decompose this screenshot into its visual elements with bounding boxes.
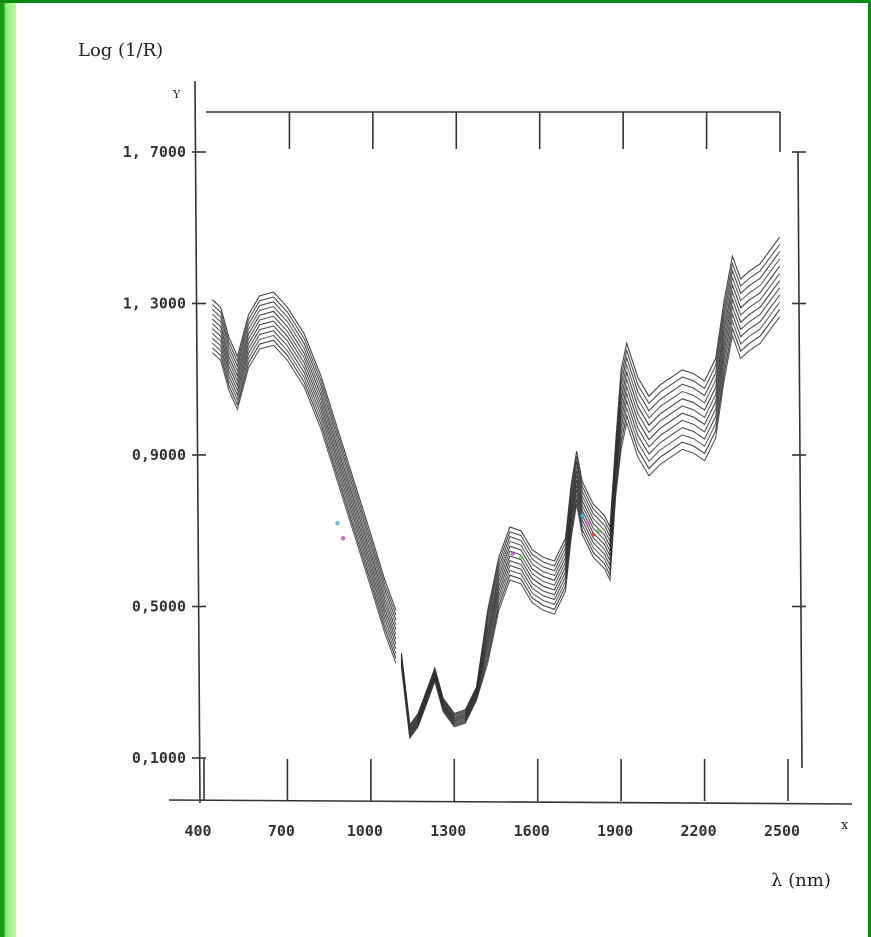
y-tick-label: 0,9000 [132,446,186,464]
spectrum-line [211,339,397,659]
ink-speck [510,551,515,556]
spectrum-line [211,334,397,654]
y-ticks: 0,1000 0,5000 0,9000 1, 3000 1, 7000 [123,143,806,767]
spectrum-line [400,258,781,730]
ink-speck [580,513,585,518]
ink-speck [518,555,524,560]
x-tick-label: 700 [268,822,295,840]
spectrum-line [211,330,397,650]
spectrum-line [211,296,397,616]
spectrum-line [400,251,781,729]
axes [168,80,853,805]
x-tick-label: 2500 [764,822,800,840]
spectrum-line [400,273,781,733]
y-axis-line [194,80,201,804]
x-ticks: 400 700 1000 1300 1600 1900 2200 2500 [184,112,800,840]
x-tick-label: 1000 [347,822,383,840]
ink-speck [340,536,346,541]
spectrum-line [211,325,397,645]
y-axis-letter: Y [172,88,181,101]
spectrum-line [211,315,397,635]
x-tick-label: 400 [184,822,211,840]
spectrum-line [400,309,781,739]
ink-speck [596,528,602,533]
y-tick-label: 1, 7000 [123,143,186,161]
x-axis-line [168,799,853,805]
chart-area: Log (1/R) Y x λ (nm) 400 700 1000 1300 1600 1… [16,3,868,937]
spectrum-chart: Log (1/R) Y x λ (nm) 400 700 1000 1300 1600 1… [78,40,853,891]
y-tick-label: 0,5000 [132,598,186,616]
spectrum-line [211,291,397,611]
spectrum-line [400,236,781,727]
x-axis-label: λ (nm) [771,870,831,891]
spectrum-line [211,301,397,621]
y-tick-label: 1, 3000 [123,295,186,313]
spectrum-line [400,316,781,740]
y-tick-label: 0,1000 [132,749,186,767]
spectrum-line [400,301,781,738]
x-tick-label: 1600 [514,822,550,840]
spectrum-line [211,344,397,664]
x-tick-label: 1300 [430,822,466,840]
right-border [797,151,803,769]
x-tick-label: 2200 [681,822,717,840]
spectrum-line [400,265,781,732]
x-axis-letter: x [841,818,849,833]
spectrum-line [400,244,781,728]
spectrum-line [211,320,397,640]
spectrum-line [211,310,397,630]
ink-speck [585,520,590,526]
ink-speck [591,532,596,537]
ink-speck [335,520,340,526]
y-axis-label: Log (1/R) [78,40,163,61]
spectrum-line [400,294,781,736]
x-tick-label: 1900 [597,822,633,840]
spectra-curves [211,236,781,740]
spectrum-line [400,287,781,735]
spectrum-line [211,305,397,625]
